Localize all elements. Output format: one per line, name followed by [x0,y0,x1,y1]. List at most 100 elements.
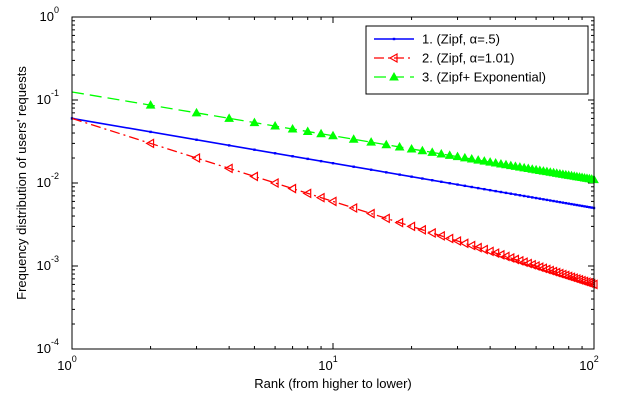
point-marker [509,192,513,195]
triangle-up-marker [466,154,477,163]
series-3 [71,91,599,184]
point-marker [578,204,581,207]
triangle-left-marker [551,267,561,278]
triangle-up-marker [287,123,298,133]
point-marker [440,180,443,183]
triangle-left-marker [249,171,259,182]
triangle-up-marker [381,139,392,149]
tick-labels: 100 101 102 10-4 10-3 10-2 10-1 100 [37,5,599,373]
legend: 1. (Zipf, α=.5) 2. (Zipf, α=1.01) 3. (Zipf… [365,25,589,95]
triangle-left-marker [472,242,482,253]
point-marker [538,197,542,200]
point-marker [518,194,522,197]
triangle-left-marker [452,235,462,247]
x-tick-label: 102 [579,354,598,373]
triangle-left-marker [484,246,494,257]
legend-entry: 3. (Zipf+ Exponential) [374,70,546,85]
legend-entry: 1. (Zipf, α=.5) [374,32,500,47]
triangle-left-marker [223,163,233,174]
y-tick-label: 100 [40,5,59,24]
point-marker [573,203,576,206]
legend-label: 2. (Zipf, α=1.01) [422,51,514,66]
point-marker [398,173,401,176]
point-marker [585,205,589,208]
triangle-left-marker [566,272,576,283]
triangle-left-marker [269,177,279,189]
triangle-up-marker [366,137,377,146]
point-marker [431,179,434,182]
triangle-left-marker [557,269,567,280]
triangle-left-marker [479,244,488,255]
triangle-up-marker [191,107,202,117]
point-marker [580,204,584,208]
triangle-left-marker [348,202,358,214]
point-marker [291,155,294,158]
point-marker [470,185,473,189]
series-2 [71,117,598,290]
point-marker [488,188,492,192]
triangle-left-marker [534,262,544,273]
triangle-left-marker [327,196,337,207]
x-tick-label: 101 [318,354,337,373]
point-marker [564,201,568,205]
point-marker [331,161,335,165]
triangle-left-marker [530,260,540,272]
point-marker [522,194,526,198]
triangle-left-marker [466,240,476,251]
point-marker [590,206,593,209]
triangle-up-marker [444,150,455,159]
triangle-up-marker [316,128,326,138]
point-marker [306,157,309,161]
point-marker [588,205,591,209]
triangle-left-marker [315,192,325,203]
point-marker [531,196,534,199]
point-marker [195,138,198,141]
legend-entry: 2. (Zipf, α=1.01) [374,51,514,66]
triangle-up-marker [145,100,156,109]
triangle-left-marker [365,208,375,219]
triangle-left-marker [554,268,564,279]
triangle-left-marker [388,52,398,64]
point-marker [527,195,530,198]
triangle-up-marker [459,152,470,162]
y-tick-label: 10-1 [37,88,59,107]
triangle-left-marker [417,224,426,235]
point-marker [558,200,562,204]
point-marker [545,198,549,202]
point-marker [456,183,459,186]
point-marker [499,190,503,194]
point-marker [567,202,570,205]
point-marker [570,202,573,206]
triangle-left-marker [427,227,436,239]
point-marker [549,199,552,202]
point-marker [552,199,555,203]
triangle-up-marker [479,156,490,165]
triangle-up-marker [249,117,260,127]
x-axis-title: Rank (from higher to lower) [254,376,412,391]
triangle-up-marker [348,134,359,143]
point-marker [369,168,373,171]
point-marker [534,196,538,200]
triangle-left-marker [548,266,558,277]
point-marker [575,203,579,207]
point-marker [149,130,152,134]
triangle-up-marker [452,151,463,161]
point-marker [583,205,586,208]
plot-frame [71,16,595,350]
legend-label: 3. (Zipf+ Exponential) [422,70,546,85]
point-marker [352,165,355,168]
point-marker [448,182,451,185]
triangle-up-marker [490,158,501,167]
legend-label: 1. (Zipf, α=.5) [422,32,500,47]
triangle-left-marker [145,138,155,149]
legend-box [365,25,589,95]
triangle-left-marker [459,238,469,249]
triangle-up-marker [427,147,438,156]
triangle-left-marker [394,217,404,228]
triangle-left-marker [538,263,548,274]
triangle-up-marker [436,148,447,158]
triangle-left-marker [560,270,570,281]
point-marker [319,159,323,163]
triangle-up-marker [394,141,405,151]
